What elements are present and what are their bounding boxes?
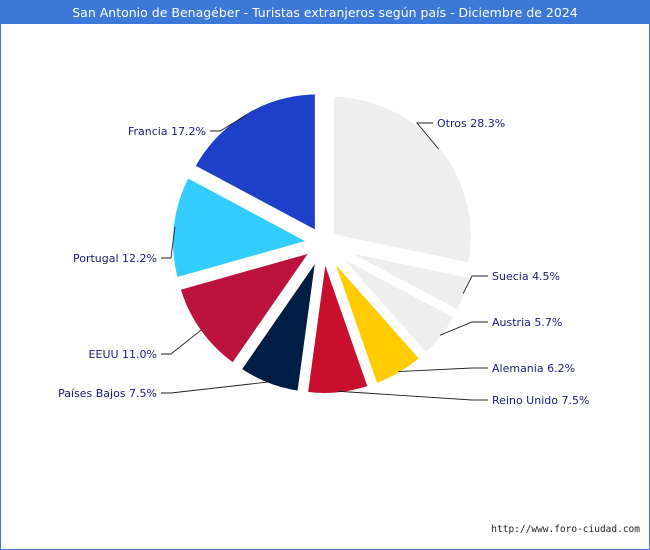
slice-label: Países Bajos 7.5% — [58, 387, 157, 400]
leader-line — [398, 367, 488, 372]
pie-slice-austria — [328, 246, 462, 361]
slice-label: Alemania 6.2% — [492, 362, 575, 375]
leader-line — [210, 114, 247, 132]
slice-label: Francia 17.2% — [128, 125, 206, 138]
leader-line — [416, 122, 439, 150]
slice-label: Portugal 12.2% — [73, 252, 157, 265]
source-url: http://www.foro-ciudad.com — [491, 524, 640, 535]
leader-line — [337, 390, 488, 401]
leader-line — [161, 381, 270, 394]
leader-line — [161, 226, 176, 259]
slice-label: Austria 5.7% — [492, 316, 562, 329]
pie-slice-otros — [327, 90, 477, 270]
leader-line — [439, 321, 488, 336]
slice-label: Reino Unido 7.5% — [492, 394, 589, 407]
leader-line — [161, 329, 202, 355]
pie-slice-alemania — [325, 249, 428, 391]
chart-title: San Antonio de Benagéber - Turistas extr… — [1, 1, 649, 24]
slice-label: EEUU 11.0% — [89, 348, 157, 361]
leader-line — [462, 275, 488, 294]
slice-label: Suecia 4.5% — [492, 270, 560, 283]
pie-slice-países-bajos — [233, 250, 323, 398]
pie-slice-francia — [187, 88, 321, 240]
slice-label: Otros 28.3% — [437, 117, 505, 130]
pie-slice-portugal — [167, 170, 322, 285]
pie-slice-reino-unido — [301, 251, 375, 399]
